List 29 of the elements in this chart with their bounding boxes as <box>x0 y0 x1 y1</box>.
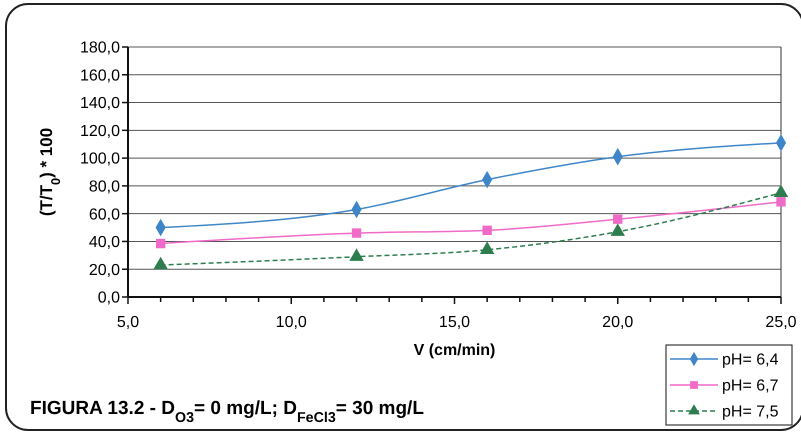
legend-label: pH= 6,7 <box>722 378 779 395</box>
y-tick-label: 140,0 <box>80 95 120 112</box>
point <box>350 248 364 261</box>
legend-label: pH= 7,5 <box>722 404 779 421</box>
x-tick-label: 15,0 <box>438 314 470 331</box>
x-tick-label: 20,0 <box>602 314 634 331</box>
x-tick-label: 5,0 <box>116 314 140 331</box>
y-tick-label: 180,0 <box>80 40 120 57</box>
y-tick-label: 80,0 <box>88 178 120 196</box>
point <box>776 197 786 207</box>
y-tick-label: 40,0 <box>88 234 120 252</box>
x-axis-title: V (cm/min) <box>414 342 496 359</box>
y-tick-label: 100,0 <box>80 150 120 168</box>
y-tick-label: 60,0 <box>88 206 120 224</box>
y-tick-label: 0,0 <box>98 290 120 307</box>
point <box>154 257 168 270</box>
point <box>480 242 494 254</box>
y-tick-label: 120,0 <box>80 122 120 140</box>
y-tick-label: 160,0 <box>80 67 120 84</box>
point <box>610 224 625 236</box>
point <box>613 214 622 224</box>
x-tick-label: 10,0 <box>276 314 307 331</box>
point <box>156 238 166 248</box>
x-tick-label: 25,0 <box>765 314 797 331</box>
text: FIGURA 13.2 - D$_{O3}$= 0 mg/L; D$_{FeCl3}$= 30 mg/L <box>30 398 424 426</box>
point <box>352 228 362 238</box>
legend-label: pH= 6,4 <box>722 352 779 369</box>
point <box>482 226 492 236</box>
y-tick-label: 20,0 <box>88 262 120 279</box>
